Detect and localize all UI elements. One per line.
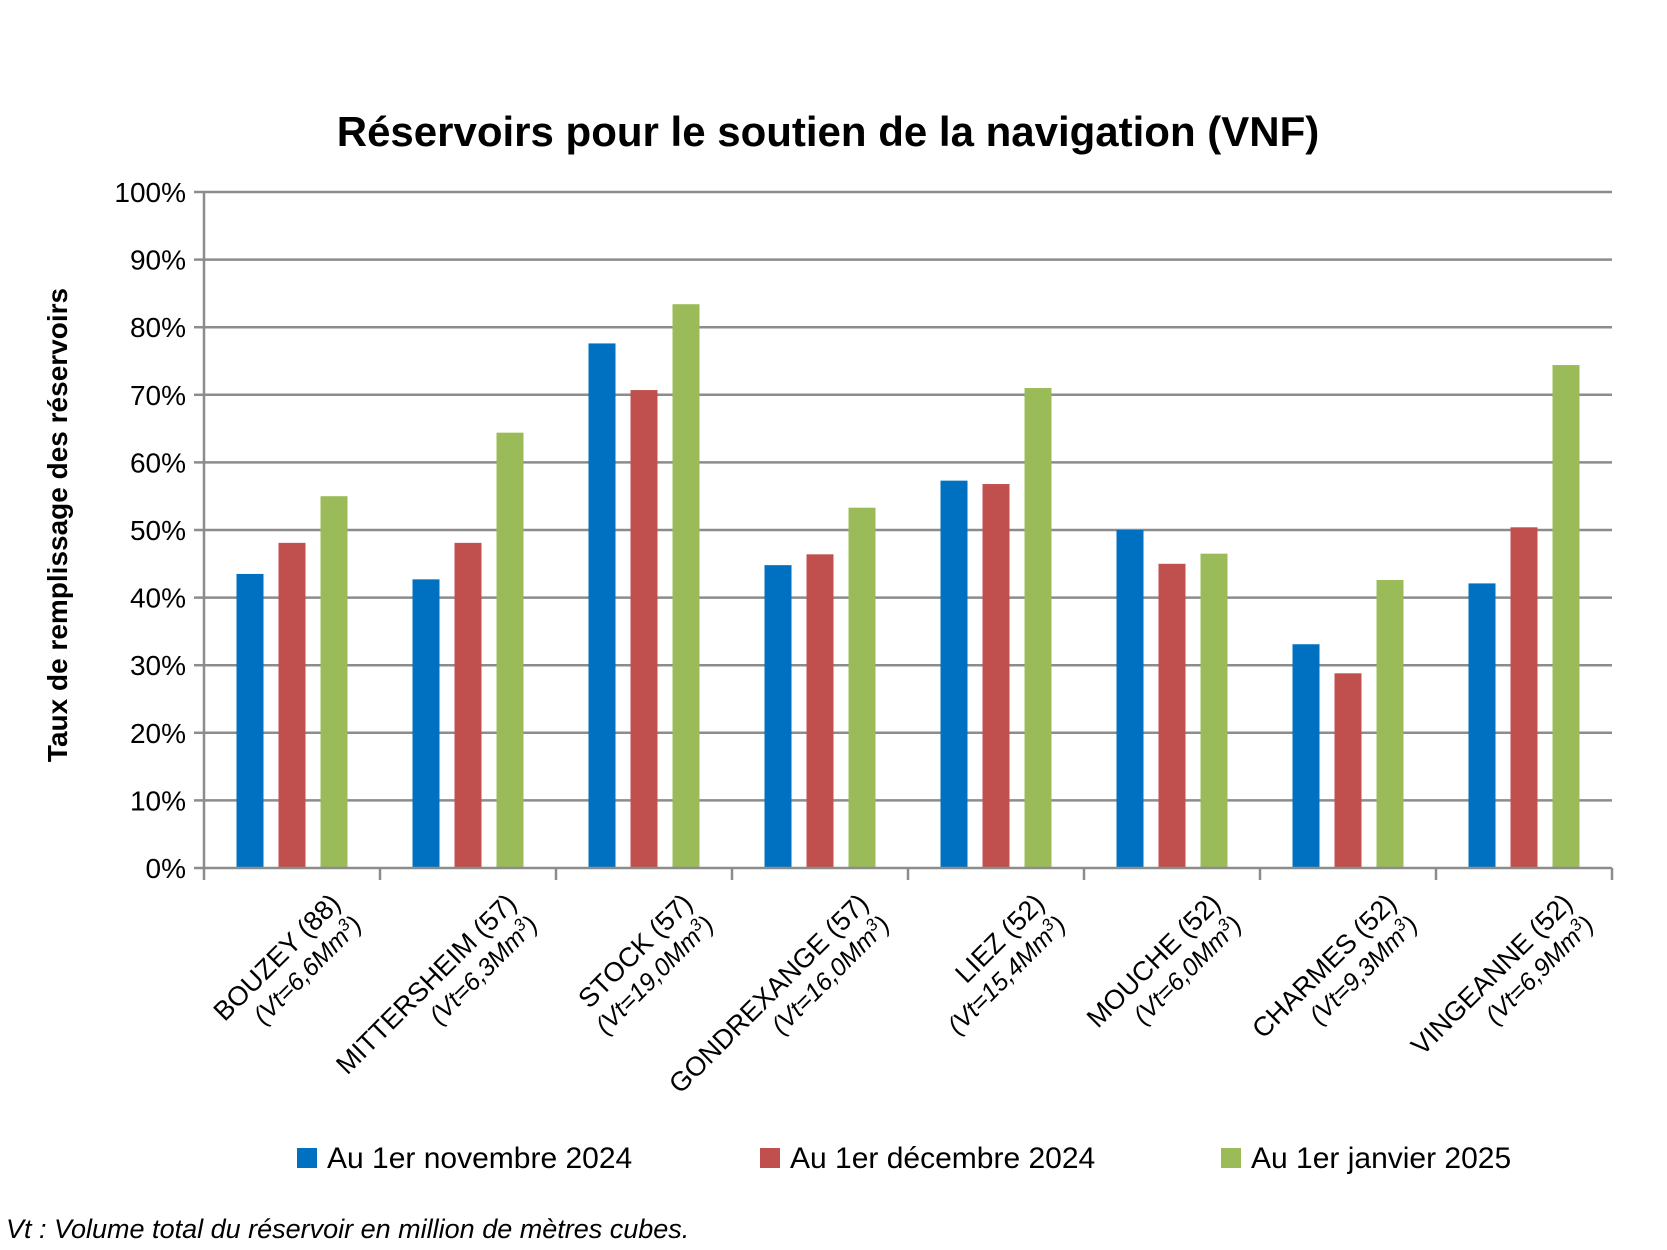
x-category-label: MITTERSHEIM (57)(Vt=6,3Mm3): [330, 888, 543, 1080]
y-tick-label: 90%: [130, 245, 186, 276]
y-tick-label: 80%: [130, 312, 186, 343]
y-axis-label: Taux de remplissage des réservoirs: [42, 288, 73, 762]
bar: [1376, 580, 1404, 868]
bar: [454, 542, 482, 868]
legend-swatch: [297, 1148, 317, 1168]
bar: [630, 390, 658, 868]
y-tick-label: 60%: [130, 447, 186, 478]
bar: [1552, 365, 1580, 868]
bar: [1468, 583, 1496, 868]
bar: [320, 496, 348, 868]
bar: [1334, 673, 1362, 868]
bar: [848, 507, 876, 868]
y-tick-label: 10%: [130, 785, 186, 816]
x-category-label: VINGEANNE (52)(Vt=6,9Mm3): [1405, 888, 1599, 1061]
bar: [1024, 388, 1052, 868]
bar: [1510, 527, 1538, 868]
bar: [1158, 563, 1186, 868]
y-tick-label: 100%: [114, 177, 186, 208]
bars: [236, 304, 1580, 868]
bar: [1200, 553, 1228, 868]
bar: [806, 554, 834, 868]
x-category-label: STOCK (57)(Vt=19,0Mm3): [572, 888, 719, 1040]
bar: [588, 343, 616, 868]
legend-label: Au 1er janvier 2025: [1251, 1142, 1511, 1175]
bar: [412, 579, 440, 868]
legend-label: Au 1er décembre 2024: [790, 1142, 1095, 1175]
bar: [1292, 644, 1320, 868]
y-tick-label: 20%: [130, 718, 186, 749]
bar: [278, 542, 306, 868]
y-tick-label: 40%: [130, 583, 186, 614]
axes: [202, 192, 1614, 880]
x-category-label: BOUZEY (88)(Vt=6,6Mm3): [208, 888, 368, 1030]
y-tick-label: 30%: [130, 650, 186, 681]
x-axis-labels: BOUZEY (88)(Vt=6,6Mm3)MITTERSHEIM (57)(V…: [208, 888, 1600, 1099]
legend-swatch: [1221, 1148, 1241, 1168]
y-tick-label: 50%: [130, 515, 186, 546]
bar: [940, 480, 968, 868]
bar: [1116, 530, 1144, 868]
x-category-label: MOUCHE (52)(Vt=6,0Mm3): [1081, 888, 1248, 1033]
y-tick-label: 70%: [130, 380, 186, 411]
bar: [982, 484, 1010, 868]
legend-swatch: [760, 1148, 780, 1168]
bar: [672, 304, 700, 868]
bar: [496, 432, 524, 868]
legend: Au 1er novembre 2024 Au 1er décembre 2024…: [297, 1142, 1511, 1175]
legend-label: Au 1er novembre 2024: [327, 1142, 632, 1175]
bar: [764, 565, 792, 868]
y-tick-label: 0%: [146, 853, 186, 884]
bar: [236, 573, 264, 868]
chart-title: Réservoirs pour le soutien de la navigat…: [337, 108, 1320, 155]
x-category-label: LIEZ (52)(Vt=15,4Mm3): [942, 888, 1071, 1040]
x-category-label: CHARMES (52)(Vt=9,3Mm3): [1246, 888, 1423, 1044]
footnote: Vt : Volume total du réservoir en millio…: [6, 1214, 689, 1244]
x-category-name: MITTERSHEIM (57): [330, 888, 522, 1080]
y-axis-ticks: 0% 10% 20% 30% 40% 50% 60% 70% 80% 90% 100%: [114, 177, 204, 884]
